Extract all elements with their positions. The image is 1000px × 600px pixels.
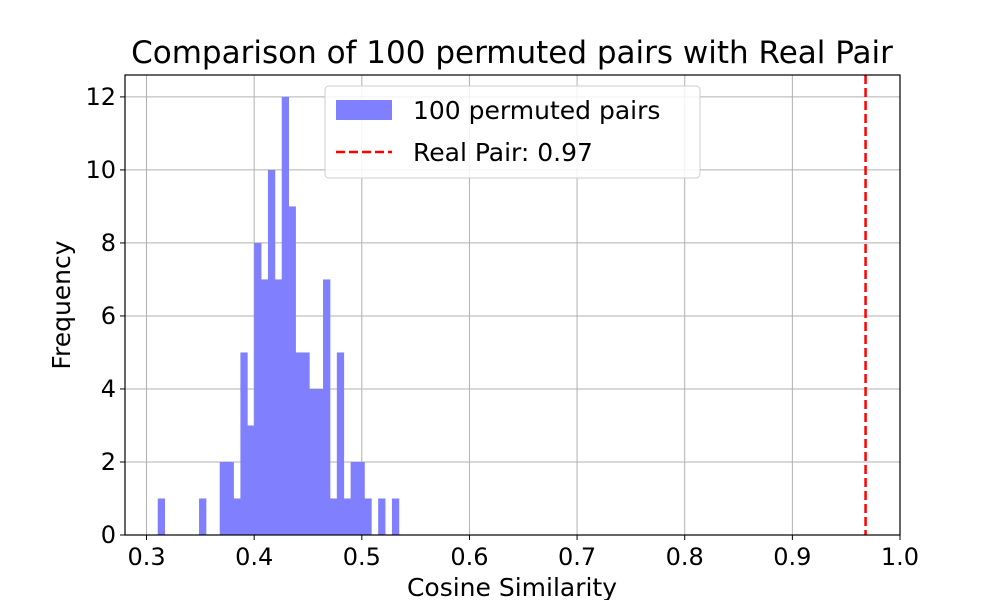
chart-title: Comparison of 100 permuted pairs with Re… <box>131 35 893 71</box>
histogram-bar <box>323 279 331 535</box>
histogram-bar <box>343 498 352 535</box>
y-tick-label: 0 <box>101 521 116 549</box>
x-tick-label: 1.0 <box>881 543 919 571</box>
x-tick-label: 0.5 <box>343 543 381 571</box>
histogram-bar <box>281 96 290 536</box>
histogram-bar <box>357 461 365 535</box>
histogram-bar <box>316 388 324 535</box>
histogram-bar <box>378 498 386 535</box>
histogram-bar <box>329 498 338 535</box>
legend-box <box>324 85 701 179</box>
x-tick-label: 0.8 <box>666 543 704 571</box>
plot-frame <box>124 74 901 536</box>
histogram-bar <box>233 498 241 535</box>
histogram-bar <box>350 461 358 535</box>
legend-swatch-histogram <box>336 100 392 120</box>
y-axis-ticks: 0 2 4 6 8 10 12 <box>85 83 125 549</box>
histogram-bar <box>364 498 372 535</box>
x-tick-label: 0.6 <box>450 543 488 571</box>
histogram-bar <box>309 388 317 535</box>
histogram-bar <box>247 425 255 535</box>
histogram-bar <box>295 352 303 535</box>
histogram-bar <box>336 352 345 535</box>
x-tick-label: 0.7 <box>558 543 596 571</box>
y-tick-label: 12 <box>85 83 116 111</box>
legend-label-real-pair: Real Pair: 0.97 <box>413 138 593 167</box>
x-tick-label: 0.9 <box>773 543 811 571</box>
y-tick-label: 6 <box>101 302 116 330</box>
x-axis-ticks: 0.3 0.4 0.5 0.6 0.7 0.8 0.9 1.0 <box>127 535 919 571</box>
x-tick-label: 0.4 <box>235 543 273 571</box>
histogram-bar <box>219 461 228 535</box>
y-tick-label: 4 <box>101 375 116 403</box>
histogram-bar <box>254 242 262 535</box>
histogram-bar <box>302 352 310 535</box>
x-axis-label: Cosine Similarity <box>407 573 617 600</box>
x-tick-label: 0.3 <box>127 543 165 571</box>
histogram-bar <box>274 279 283 535</box>
y-tick-label: 8 <box>101 229 116 257</box>
histogram-bar <box>267 169 276 535</box>
legend: 100 permuted pairs Real Pair: 0.97 <box>324 85 701 179</box>
y-tick-label: 2 <box>101 448 116 476</box>
histogram-bar <box>261 279 269 535</box>
histogram-bar <box>199 498 207 535</box>
y-axis-label: Frequency <box>47 240 76 369</box>
legend-label-histogram: 100 permuted pairs <box>413 96 660 125</box>
histogram-bar <box>240 352 248 535</box>
histogram-bar <box>288 206 296 535</box>
histogram-bar <box>157 498 166 535</box>
y-tick-label: 10 <box>85 156 116 184</box>
histogram-bar <box>226 461 234 535</box>
histogram-bars <box>157 96 400 536</box>
histogram-bar <box>391 498 400 535</box>
